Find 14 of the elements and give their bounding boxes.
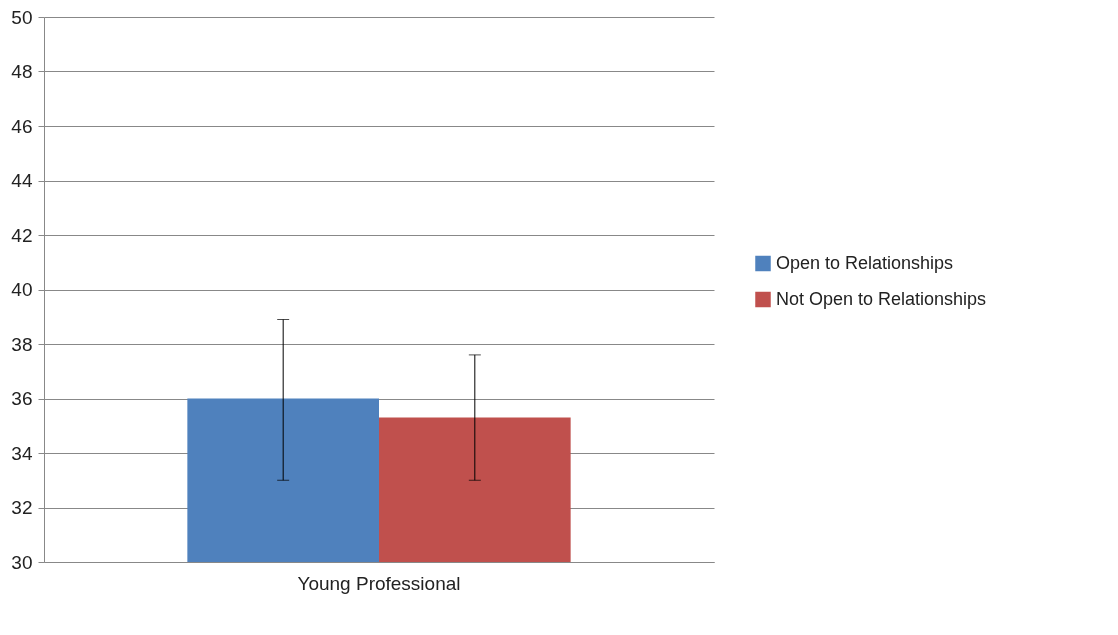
- y-tick-label: 32: [11, 497, 33, 518]
- y-tick-label: 38: [11, 333, 33, 355]
- y-tick-label: 30: [11, 551, 33, 573]
- y-tick-label: 40: [11, 279, 33, 300]
- y-tick-label: 44: [11, 170, 33, 191]
- legend-label: Open to Relationships: [776, 252, 954, 273]
- y-tick-label: 34: [11, 442, 33, 464]
- x-tick-label: Young Professional: [297, 572, 461, 594]
- y-tick-label: 46: [11, 115, 33, 137]
- y-tick-label: 42: [11, 224, 33, 246]
- legend-label: Not Open to Relationships: [776, 288, 987, 309]
- y-tick-label: 48: [11, 61, 33, 82]
- y-tick-label: 50: [11, 6, 33, 28]
- y-tick-label: 36: [11, 388, 33, 409]
